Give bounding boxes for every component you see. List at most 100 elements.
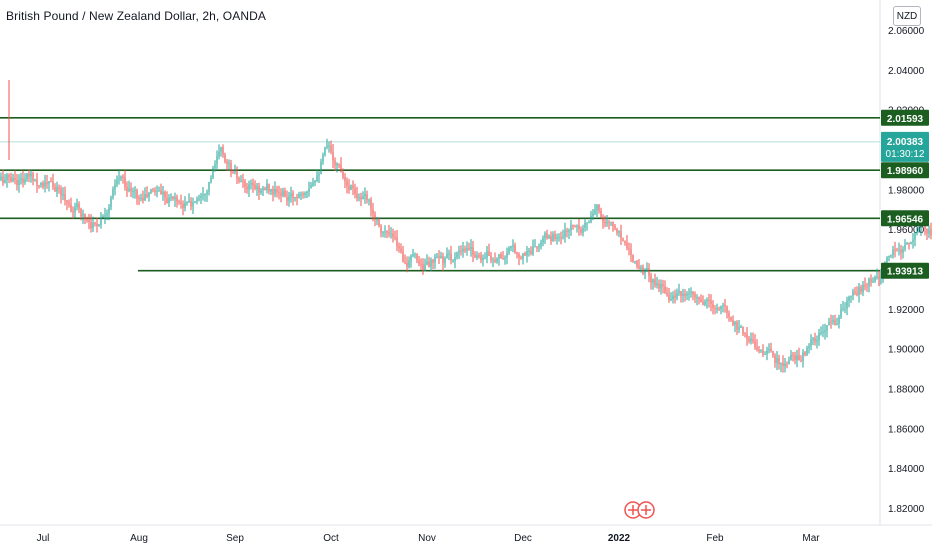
- candle-body: [702, 302, 704, 305]
- candle-body: [324, 147, 326, 155]
- candle-body: [370, 199, 372, 210]
- candle-body: [430, 259, 432, 267]
- candle-body: [16, 179, 18, 186]
- current-price-badge: [881, 131, 929, 162]
- candle-body: [10, 177, 12, 182]
- candle-body: [18, 180, 20, 186]
- event-markers[interactable]: [624, 501, 655, 519]
- candle-body: [216, 156, 218, 165]
- candle-body: [276, 189, 278, 193]
- candle-body: [178, 201, 180, 203]
- candle-body: [34, 179, 36, 181]
- time-axis[interactable]: Jul Aug Sep Oct Nov Dec 2022 Feb Mar: [37, 533, 821, 544]
- candle-body: [580, 229, 582, 233]
- candle-body: [620, 231, 622, 239]
- candle-body: [132, 190, 134, 192]
- candle-body: [344, 177, 346, 181]
- candle-body: [516, 252, 518, 255]
- candle-body: [642, 266, 644, 274]
- level-price-badge: [881, 162, 929, 179]
- candle-body: [546, 233, 548, 238]
- candle-body: [704, 301, 706, 305]
- candle-body: [560, 237, 562, 239]
- candle-body: [896, 250, 898, 252]
- candle-body: [622, 238, 624, 242]
- candle-body: [708, 299, 710, 301]
- y-tick-label: 1.90000: [888, 345, 925, 356]
- candle-body: [872, 281, 874, 283]
- candle-body: [234, 171, 236, 173]
- candle-body: [338, 163, 340, 165]
- candle-body: [90, 222, 92, 229]
- candle-body: [890, 255, 892, 257]
- candle-body: [70, 204, 72, 212]
- candle-body: [6, 174, 8, 180]
- candle-body: [12, 178, 14, 182]
- candle-body: [616, 228, 618, 233]
- candle-body: [508, 248, 510, 254]
- candle-body: [556, 237, 558, 239]
- candle-body: [594, 209, 596, 214]
- candle-body: [4, 179, 6, 183]
- candle-body: [364, 194, 366, 197]
- candle-body: [638, 266, 640, 269]
- candle-body: [892, 249, 894, 256]
- candle-body: [128, 188, 130, 191]
- candle-body: [918, 231, 920, 233]
- candle-body: [604, 221, 606, 224]
- candle-body: [310, 185, 312, 189]
- candle-body: [306, 192, 308, 194]
- candle-body: [172, 196, 174, 199]
- candle-body: [822, 331, 824, 333]
- candle-body: [392, 233, 394, 237]
- currency-badge[interactable]: NZD: [893, 6, 921, 26]
- candle-body: [256, 186, 258, 189]
- candle-body: [484, 257, 486, 259]
- candle-body: [696, 297, 698, 299]
- y-tick-label: 1.92000: [888, 305, 925, 316]
- candle-body: [120, 176, 122, 179]
- candle-body: [626, 243, 628, 249]
- candle-body: [410, 255, 412, 261]
- candle-body: [320, 161, 322, 175]
- candle-body: [748, 338, 750, 342]
- candle-body: [266, 184, 268, 191]
- candle-body: [562, 236, 564, 239]
- candle-body: [834, 320, 836, 325]
- candle-body: [254, 184, 256, 189]
- candle-body: [230, 163, 232, 173]
- candle-body: [790, 354, 792, 361]
- candle-body: [130, 188, 132, 192]
- candle-body: [68, 202, 70, 205]
- candle-body: [166, 197, 168, 203]
- candle-body: [406, 263, 408, 268]
- candle-body: [270, 188, 272, 192]
- candle-body: [698, 297, 700, 300]
- candle-body: [316, 175, 318, 182]
- candle-body: [608, 221, 610, 223]
- candle-body: [214, 164, 216, 168]
- candle-body: [226, 161, 228, 164]
- candle-body: [190, 201, 192, 207]
- candle-body: [784, 363, 786, 367]
- candle-body: [390, 233, 392, 235]
- candle-body: [844, 308, 846, 310]
- candle-body: [56, 187, 58, 192]
- candle-body: [110, 197, 112, 208]
- candle-body: [868, 279, 870, 287]
- candle-body: [836, 323, 838, 325]
- candle-body: [96, 223, 98, 227]
- candle-body: [610, 221, 612, 223]
- candle-body: [22, 178, 24, 183]
- candle-body: [186, 201, 188, 203]
- candle-body: [694, 294, 696, 298]
- candle-body: [146, 194, 148, 197]
- candle-body: [916, 232, 918, 234]
- candle-body: [852, 291, 854, 297]
- candle-body: [236, 171, 238, 179]
- candle-body: [534, 246, 536, 248]
- candle-body: [522, 253, 524, 259]
- candle-body: [512, 245, 514, 247]
